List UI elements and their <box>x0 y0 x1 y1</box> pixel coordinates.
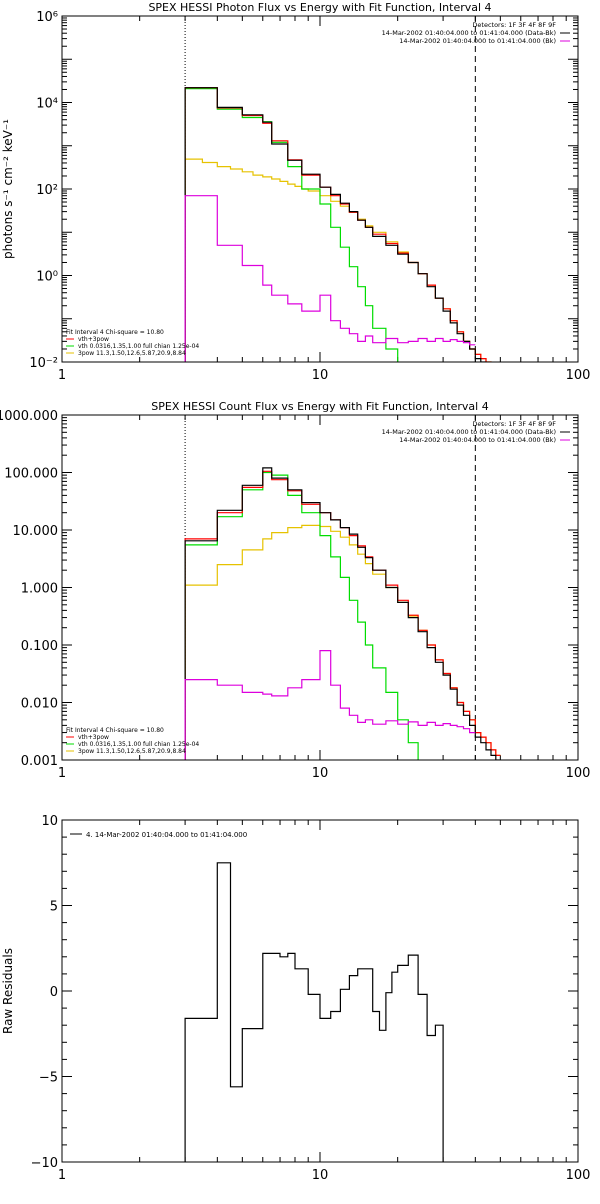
y-tick-label: 0.001 <box>21 754 58 769</box>
legend-label: 14-Mar-2002 01:40:04.000 to 01:41:04.000… <box>399 37 556 45</box>
legend-label: Fit Interval 4 Chi-square = 10.80 <box>66 727 164 734</box>
x-tick-label: 1 <box>58 1168 66 1183</box>
x-tick-label: 1 <box>58 368 66 383</box>
y-axis-label: Raw Residuals <box>1 948 15 1034</box>
y-tick-label: 1000.000 <box>0 409 58 424</box>
series-magenta-histogram <box>184 650 476 760</box>
y-tick-label: 10⁻² <box>29 356 58 371</box>
legend-label: 3pow 11.3,1.50,12.6,5.87,20.9,8.84 <box>78 350 186 357</box>
series-red-histogram <box>184 470 501 760</box>
plot-frame <box>61 819 579 1163</box>
series-black-histogram <box>184 467 501 760</box>
y-tick-label: 10⁰ <box>36 270 58 285</box>
legend-label: Fit Interval 4 Chi-square = 10.80 <box>66 329 164 336</box>
series-green-histogram <box>184 471 419 760</box>
series-magenta-histogram <box>184 195 476 362</box>
y-axis-label: photons s⁻¹ cm⁻² keV⁻¹ <box>1 119 15 259</box>
series-yellow-histogram <box>184 158 492 362</box>
series-yellow-histogram <box>184 524 501 760</box>
legend-label: 4. 14-Mar-2002 01:40:04.000 to 01:41:04.… <box>86 831 247 839</box>
chart-title: SPEX HESSI Count Flux vs Energy with Fit… <box>151 400 488 413</box>
series-black-histogram <box>184 862 444 1162</box>
x-tick-label: 10 <box>312 1168 329 1183</box>
legend-label: vth+3pow <box>78 734 109 741</box>
legend-label: 14-Mar-2002 01:40:04.000 to 01:41:04.000… <box>382 428 556 436</box>
plot-frame <box>61 414 579 761</box>
y-tick-label: 0 <box>50 985 58 1000</box>
y-tick-label: 10⁶ <box>36 10 58 25</box>
chart-panel-1: SPEX HESSI Photon Flux vs Energy with Fi… <box>1 1 590 383</box>
x-tick-label: 100 <box>566 766 591 781</box>
chart-panel-3: Raw Residuals 1 10 100 −10 −5 0 5 10 4. 14-Mar-20… <box>1 814 590 1183</box>
x-tick-label: 100 <box>566 368 591 383</box>
chart-panel-2: SPEX HESSI Count Flux vs Energy with Fit… <box>0 400 590 781</box>
legend-label: vth 0.0316,1.35,1.00 full chian 1.25e-04 <box>78 741 199 748</box>
series-group <box>184 87 492 362</box>
x-tick-label: 100 <box>566 1168 591 1183</box>
y-tick-label: −10 <box>31 1156 58 1171</box>
y-tick-label: 5 <box>50 900 58 915</box>
y-tick-label: 1.000 <box>21 582 58 597</box>
legend-label: Detectors: 1F 3F 4F 8F 9F <box>472 420 556 428</box>
y-tick-label: 0.010 <box>21 697 58 712</box>
legend-label: vth 0.0316,1.35,1.00 full chian 1.25e-04 <box>78 343 199 350</box>
series-group <box>184 467 501 760</box>
series-green-histogram <box>184 88 399 362</box>
series-black-histogram <box>184 87 487 362</box>
y-tick-label: 10 <box>41 814 58 829</box>
legend-label: Detectors: 1F 3F 4F 8F 9F <box>472 21 556 29</box>
x-tick-label: 10 <box>312 766 329 781</box>
y-tick-label: 0.100 <box>21 639 58 654</box>
legend-label: 3pow 11.3,1.50,12.6,5.87,20.9,8.84 <box>78 748 186 755</box>
plot-frame <box>61 15 579 363</box>
y-tick-label: −5 <box>39 1071 58 1086</box>
legend-label: vth+3pow <box>78 336 109 343</box>
x-tick-label: 10 <box>312 368 329 383</box>
series-red-histogram <box>184 87 492 362</box>
y-tick-label: 10² <box>36 183 58 198</box>
chart-title: SPEX HESSI Photon Flux vs Energy with Fi… <box>148 1 491 14</box>
y-tick-label: 10⁴ <box>36 97 58 112</box>
x-tick-label: 1 <box>58 766 66 781</box>
y-tick-label: 10.000 <box>13 524 59 539</box>
y-tick-label: 100.000 <box>4 467 58 482</box>
series-group <box>184 862 444 1162</box>
legend-label: 14-Mar-2002 01:40:04.000 to 01:41:04.000… <box>382 29 556 37</box>
legend-label: 14-Mar-2002 01:40:04.000 to 01:41:04.000… <box>399 436 556 444</box>
